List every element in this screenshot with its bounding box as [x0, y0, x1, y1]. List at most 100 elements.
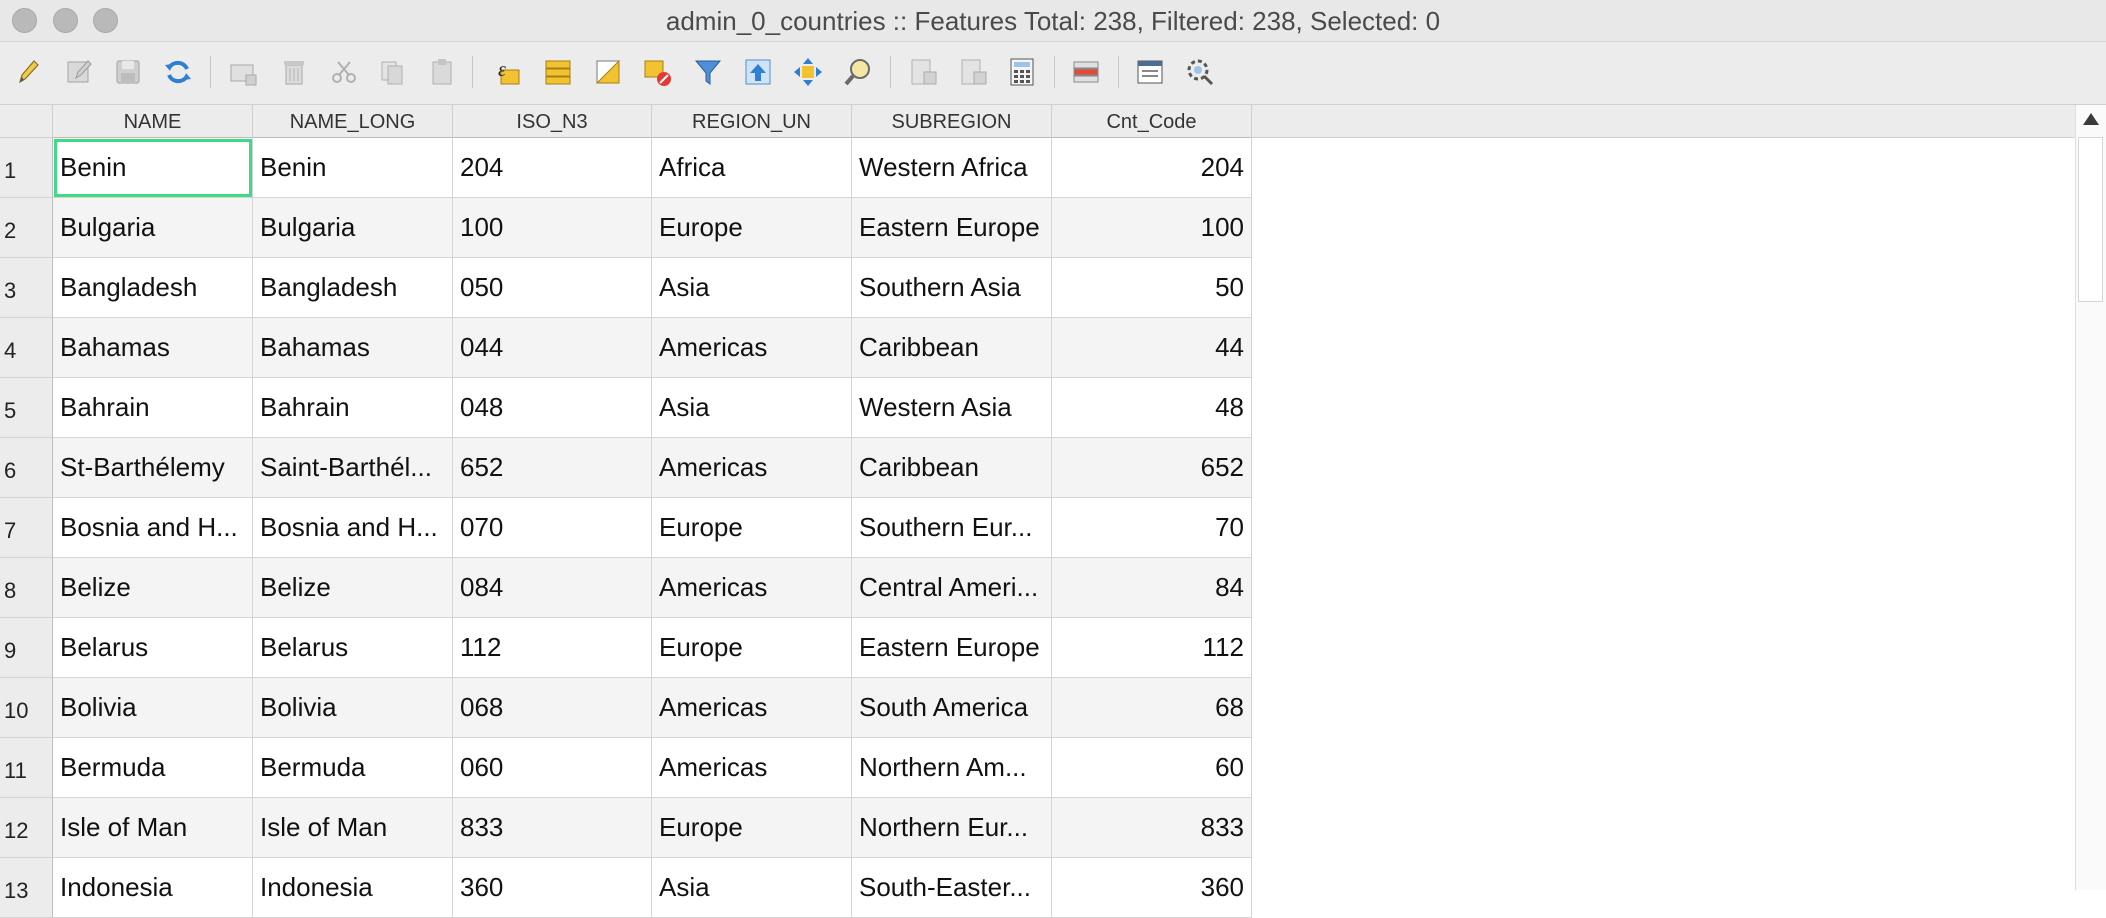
table-row[interactable]: Bermuda Bermuda 060 Americas Northern Am... 6…	[53, 738, 1252, 798]
cell-subregion[interactable]: Southern Asia	[852, 258, 1052, 318]
cut-rows-button[interactable]	[326, 54, 362, 90]
cell-name[interactable]: St-Barthélemy	[53, 438, 253, 498]
row-number-header[interactable]: 3	[0, 258, 53, 318]
cell-iso-n3[interactable]: 060	[453, 738, 652, 798]
select-by-expression-button[interactable]: ε	[490, 54, 526, 90]
cell-iso-n3[interactable]: 100	[453, 198, 652, 258]
cell-name-long[interactable]: Bosnia and H...	[253, 498, 453, 558]
cell-name-long[interactable]: Isle of Man	[253, 798, 453, 858]
pan-to-selected-button[interactable]	[790, 54, 826, 90]
cell-name-long[interactable]: Saint-Barthél...	[253, 438, 453, 498]
cell-name[interactable]: Belize	[53, 558, 253, 618]
cell-name-long[interactable]: Bolivia	[253, 678, 453, 738]
cell-subregion[interactable]: South America	[852, 678, 1052, 738]
table-row[interactable]: Bahamas Bahamas 044 Americas Caribbean 44	[53, 318, 1252, 378]
cell-name-long[interactable]: Bahamas	[253, 318, 453, 378]
toggle-editing-button[interactable]	[10, 54, 46, 90]
new-field-button[interactable]	[906, 54, 942, 90]
cell-cnt-code[interactable]: 48	[1052, 378, 1252, 438]
cell-subregion[interactable]: Caribbean	[852, 438, 1052, 498]
table-row[interactable]: Bosnia and H... Bosnia and H... 070 Europe S…	[53, 498, 1252, 558]
column-header-subregion[interactable]: SUBREGION	[852, 105, 1052, 138]
column-header-region-un[interactable]: REGION_UN	[652, 105, 852, 138]
cell-iso-n3[interactable]: 112	[453, 618, 652, 678]
row-number-header[interactable]: 6	[0, 438, 53, 498]
table-row[interactable]: Belize Belize 084 Americas Central Ameri... 8…	[53, 558, 1252, 618]
cell-iso-n3[interactable]: 048	[453, 378, 652, 438]
table-row[interactable]: Benin Benin 204 Africa Western Africa 204	[53, 138, 1252, 198]
cell-cnt-code[interactable]: 44	[1052, 318, 1252, 378]
table-row[interactable]: Bahrain Bahrain 048 Asia Western Asia 48	[53, 378, 1252, 438]
cell-name-long[interactable]: Belarus	[253, 618, 453, 678]
cell-name-long[interactable]: Benin	[253, 138, 453, 198]
select-all-button[interactable]	[540, 54, 576, 90]
cell-name-long[interactable]: Bangladesh	[253, 258, 453, 318]
move-selection-top-button[interactable]	[740, 54, 776, 90]
cell-cnt-code[interactable]: 50	[1052, 258, 1252, 318]
cell-cnt-code[interactable]: 84	[1052, 558, 1252, 618]
cell-iso-n3[interactable]: 204	[453, 138, 652, 198]
column-header-name-long[interactable]: NAME_LONG	[253, 105, 453, 138]
vertical-scrollbar[interactable]	[2075, 105, 2106, 890]
cell-cnt-code[interactable]: 60	[1052, 738, 1252, 798]
cell-name-long[interactable]: Bahrain	[253, 378, 453, 438]
cell-region-un[interactable]: Europe	[652, 798, 852, 858]
cell-name[interactable]: Benin	[53, 138, 253, 198]
cell-subregion[interactable]: Northern Eur...	[852, 798, 1052, 858]
cell-region-un[interactable]: Asia	[652, 858, 852, 918]
field-calculator-button[interactable]	[1004, 54, 1040, 90]
scroll-up-arrow-icon[interactable]	[2083, 113, 2099, 125]
row-number-header[interactable]: 4	[0, 318, 53, 378]
cell-iso-n3[interactable]: 833	[453, 798, 652, 858]
cell-name[interactable]: Bolivia	[53, 678, 253, 738]
table-row[interactable]: St-Barthélemy Saint-Barthél... 652 Americas…	[53, 438, 1252, 498]
row-number-header[interactable]: 7	[0, 498, 53, 558]
cell-region-un[interactable]: Americas	[652, 318, 852, 378]
row-number-header[interactable]: 10	[0, 678, 53, 738]
cell-subregion[interactable]: Western Africa	[852, 138, 1052, 198]
cell-cnt-code[interactable]: 833	[1052, 798, 1252, 858]
table-row[interactable]: Belarus Belarus 112 Europe Eastern Europe 112	[53, 618, 1252, 678]
cell-iso-n3[interactable]: 068	[453, 678, 652, 738]
cell-region-un[interactable]: Africa	[652, 138, 852, 198]
cell-name[interactable]: Isle of Man	[53, 798, 253, 858]
cell-name-long[interactable]: Bulgaria	[253, 198, 453, 258]
cell-region-un[interactable]: Americas	[652, 738, 852, 798]
cell-region-un[interactable]: Europe	[652, 198, 852, 258]
row-number-header[interactable]: 2	[0, 198, 53, 258]
zoom-to-selected-button[interactable]	[840, 54, 876, 90]
cell-name[interactable]: Bermuda	[53, 738, 253, 798]
minimize-window-button[interactable]	[53, 8, 78, 33]
row-number-header[interactable]: 13	[0, 858, 53, 918]
cell-name-long[interactable]: Indonesia	[253, 858, 453, 918]
cell-name[interactable]: Belarus	[53, 618, 253, 678]
cell-cnt-code[interactable]: 100	[1052, 198, 1252, 258]
row-number-header[interactable]: 11	[0, 738, 53, 798]
cell-subregion[interactable]: Central Ameri...	[852, 558, 1052, 618]
cell-iso-n3[interactable]: 084	[453, 558, 652, 618]
reload-table-button[interactable]	[160, 54, 196, 90]
cell-subregion[interactable]: Caribbean	[852, 318, 1052, 378]
delete-features-button[interactable]	[276, 54, 312, 90]
cell-cnt-code[interactable]: 68	[1052, 678, 1252, 738]
cell-region-un[interactable]: Asia	[652, 378, 852, 438]
copy-rows-button[interactable]	[374, 54, 410, 90]
invert-selection-button[interactable]	[590, 54, 626, 90]
deselect-all-button[interactable]	[640, 54, 676, 90]
table-row[interactable]: Indonesia Indonesia 360 Asia South-Easter...…	[53, 858, 1252, 918]
cell-cnt-code[interactable]: 652	[1052, 438, 1252, 498]
cell-subregion[interactable]: Northern Am...	[852, 738, 1052, 798]
cell-iso-n3[interactable]: 360	[453, 858, 652, 918]
row-number-header[interactable]: 5	[0, 378, 53, 438]
cell-cnt-code[interactable]: 112	[1052, 618, 1252, 678]
table-row[interactable]: Bulgaria Bulgaria 100 Europe Eastern Europe 1…	[53, 198, 1252, 258]
cell-name[interactable]: Indonesia	[53, 858, 253, 918]
cell-region-un[interactable]: Americas	[652, 558, 852, 618]
cell-subregion[interactable]: Eastern Europe	[852, 198, 1052, 258]
table-row[interactable]: Isle of Man Isle of Man 833 Europe Northern …	[53, 798, 1252, 858]
save-edits-button[interactable]	[110, 54, 146, 90]
cell-cnt-code[interactable]: 360	[1052, 858, 1252, 918]
cell-cnt-code[interactable]: 70	[1052, 498, 1252, 558]
cell-region-un[interactable]: Americas	[652, 678, 852, 738]
scrollbar-thumb[interactable]	[2078, 137, 2103, 302]
